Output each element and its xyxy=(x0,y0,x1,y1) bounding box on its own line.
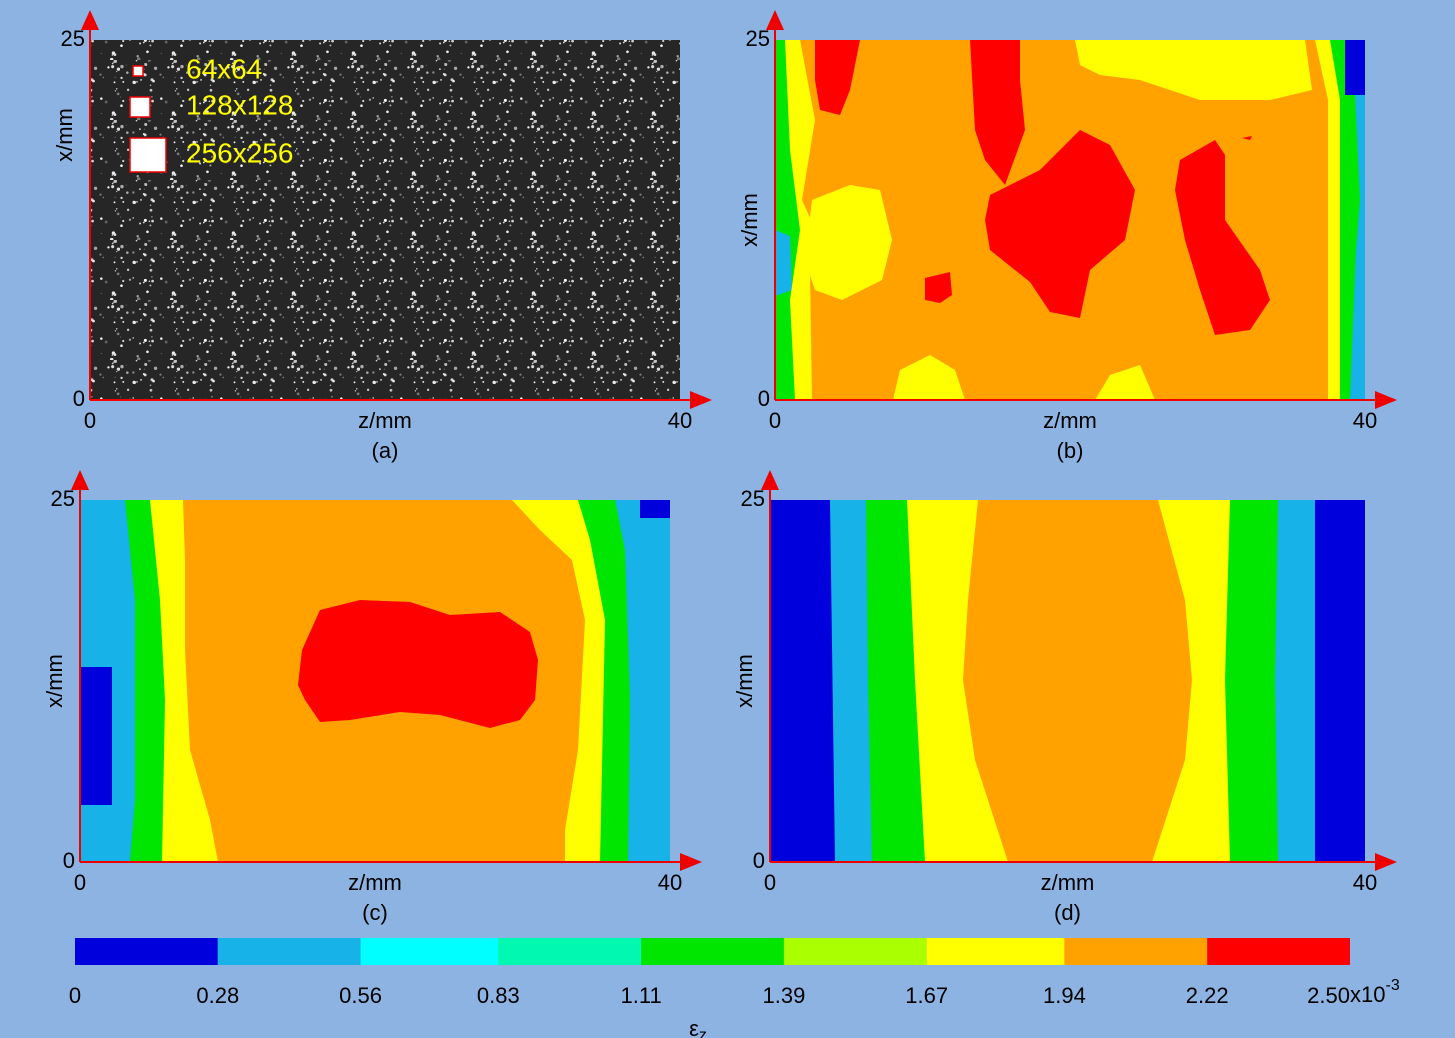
colorbar-tick-label: 2.22 xyxy=(1186,983,1229,1008)
colorbar-tick-label: 1.94 xyxy=(1043,983,1086,1008)
x-tick-label: 0 xyxy=(84,408,96,433)
colorbar-segment xyxy=(498,938,641,965)
colorbar-tick-label: 1.11 xyxy=(621,983,662,1008)
colorbar-segment xyxy=(927,938,1065,965)
speckle-texture xyxy=(90,40,680,400)
colorbar-symbol: ε xyxy=(689,1016,699,1038)
y-axis-label: x/mm xyxy=(52,108,77,162)
legend-text: 128x128 xyxy=(186,89,293,120)
x-axis-label: z/mm xyxy=(1041,870,1095,895)
contour-region xyxy=(640,500,670,518)
panel-label: (c) xyxy=(362,900,388,925)
y-tick-label: 0 xyxy=(63,848,75,873)
panel-d xyxy=(770,500,1365,862)
y-tick-label: 25 xyxy=(51,486,75,511)
legend-square xyxy=(130,138,166,172)
colorbar-subscript: z xyxy=(699,1027,707,1038)
colorbar-segment xyxy=(218,938,361,965)
panel-label: (d) xyxy=(1054,900,1081,925)
legend-text: 256x256 xyxy=(186,137,293,168)
x-tick-label: 0 xyxy=(764,870,776,895)
contour-region xyxy=(963,500,1192,862)
x-tick-label: 0 xyxy=(769,408,781,433)
colorbar-tick-label: 0.83 xyxy=(477,983,520,1008)
x-axis-label: z/mm xyxy=(348,870,402,895)
y-tick-label: 25 xyxy=(746,26,770,51)
x-axis-label: z/mm xyxy=(1043,408,1097,433)
colorbar-segment xyxy=(361,938,499,965)
y-axis-label: x/mm xyxy=(732,654,757,708)
y-tick-label: 25 xyxy=(741,486,765,511)
contour-region xyxy=(80,667,112,805)
exponent-base: x10 xyxy=(1350,982,1385,1007)
colorbar-tick-label: 2.50 xyxy=(1307,983,1350,1008)
x-tick-label: 40 xyxy=(1353,870,1377,895)
x-axis-label: z/mm xyxy=(358,408,412,433)
colorbar-tick-label: 1.67 xyxy=(905,983,948,1008)
colorbar-segment xyxy=(1207,938,1350,965)
y-axis-label: x/mm xyxy=(42,654,67,708)
contour-region xyxy=(775,230,792,296)
y-tick-label: 0 xyxy=(73,386,85,411)
colorbar-segment xyxy=(784,938,927,965)
y-axis-label: x/mm xyxy=(737,193,762,247)
legend-text: 64x64 xyxy=(186,53,262,84)
colorbar-segment xyxy=(1064,938,1207,965)
figure: 64x64 128x128 256x256 xyxy=(0,0,1455,1038)
x-tick-label: 40 xyxy=(658,870,682,895)
x-tick-label: 0 xyxy=(74,870,86,895)
legend-square xyxy=(130,97,150,117)
y-tick-label: 25 xyxy=(61,26,85,51)
colorbar-segment xyxy=(75,938,218,965)
colorbar-tick-label: 0.56 xyxy=(339,983,382,1008)
exponent-power: -3 xyxy=(1385,977,1399,994)
panel-label: (b) xyxy=(1057,438,1084,463)
y-tick-label: 0 xyxy=(753,848,765,873)
legend-square xyxy=(133,66,143,76)
x-tick-label: 40 xyxy=(668,408,692,433)
contour-region xyxy=(298,600,538,728)
colorbar-segment xyxy=(641,938,784,965)
panel-a: 64x64 128x128 256x256 xyxy=(90,40,680,400)
y-tick-label: 0 xyxy=(758,386,770,411)
colorbar-tick-label: 0.28 xyxy=(196,983,239,1008)
contour-region xyxy=(1345,40,1365,95)
x-tick-label: 40 xyxy=(1353,408,1377,433)
colorbar-tick-label: 0 xyxy=(69,983,81,1008)
panel-c xyxy=(80,500,670,862)
panel-label: (a) xyxy=(372,438,399,463)
colorbar-tick-label: 1.39 xyxy=(762,983,805,1008)
panel-b xyxy=(775,40,1365,400)
